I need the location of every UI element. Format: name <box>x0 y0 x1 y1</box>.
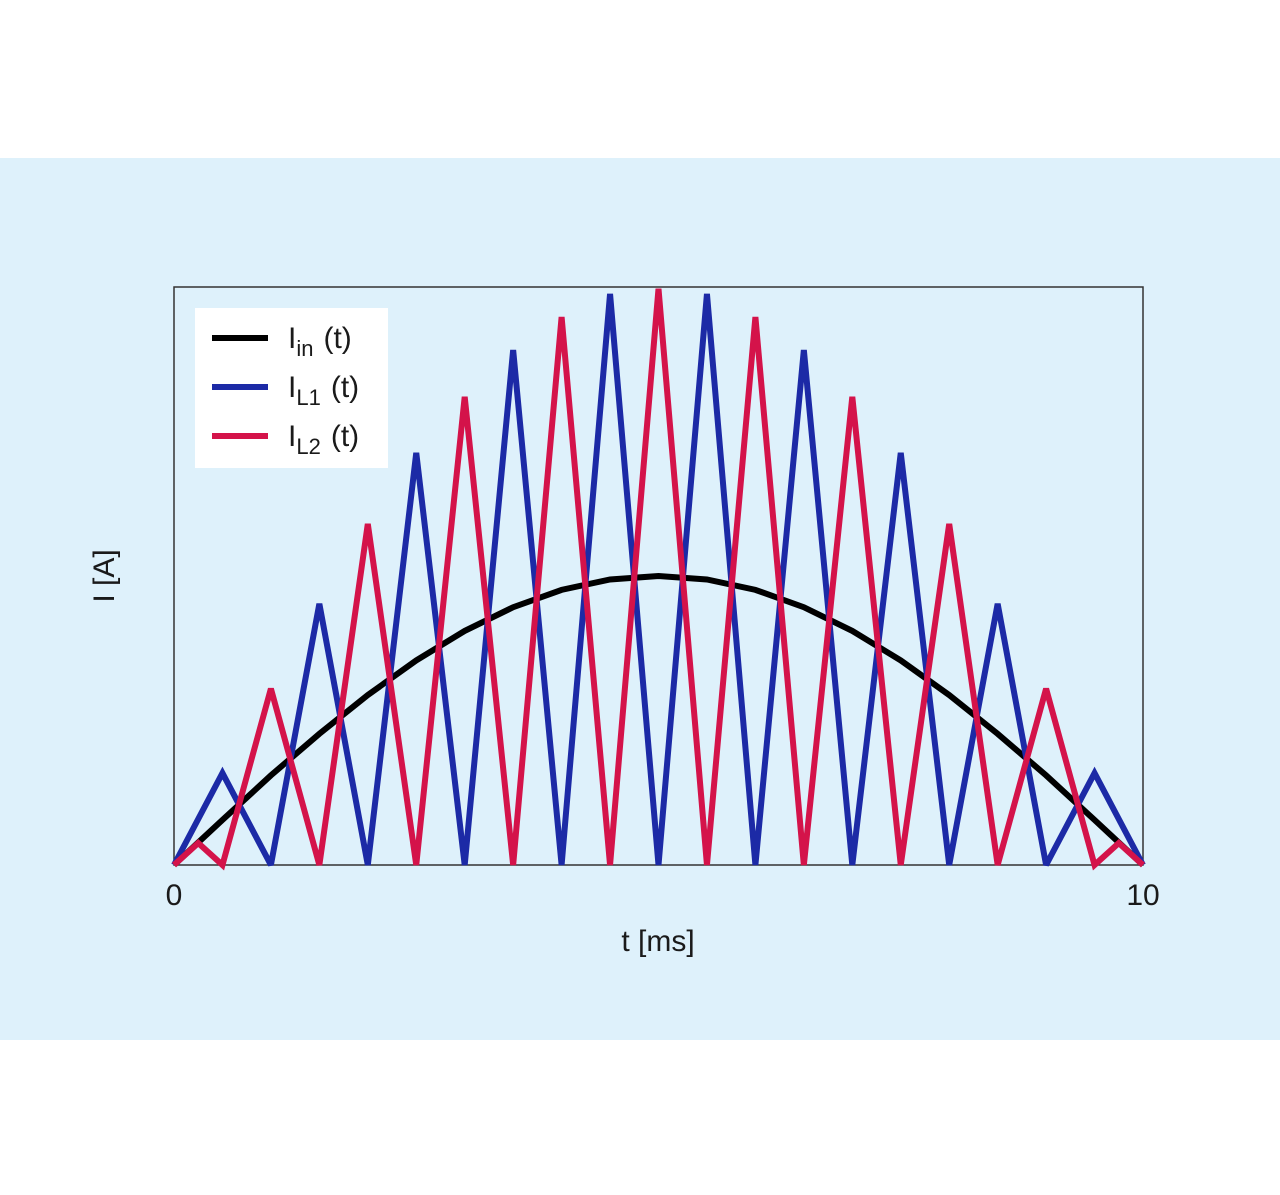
legend-label: IL2 (t) <box>288 420 359 459</box>
x-tick-label: 0 <box>166 879 183 912</box>
legend-label-sub: L2 <box>296 434 320 459</box>
legend: Iin (t)IL1 (t)IL2 (t) <box>195 308 388 468</box>
legend-label-sub: in <box>296 336 313 361</box>
series-line <box>171 572 1146 868</box>
legend-label-main: I <box>288 420 296 453</box>
legend-label-rest: (t) <box>331 371 359 404</box>
legend-label-main: I <box>288 322 296 355</box>
legend-label-rest: (t) <box>331 420 359 453</box>
legend-label: IL1 (t) <box>288 371 359 410</box>
legend-label-sub: L1 <box>296 385 320 410</box>
background-band <box>0 158 1280 1040</box>
series-line <box>171 293 1146 867</box>
x-axis-label: t [ms] <box>621 925 694 958</box>
series-line <box>171 288 1146 871</box>
plot-area <box>171 288 1146 871</box>
legend-label: Iin (t) <box>288 322 352 361</box>
y-axis-label: I [A] <box>88 549 121 602</box>
legend-label-main: I <box>288 371 296 404</box>
x-tick-label: 10 <box>1126 879 1159 912</box>
legend-label-rest: (t) <box>323 322 351 355</box>
